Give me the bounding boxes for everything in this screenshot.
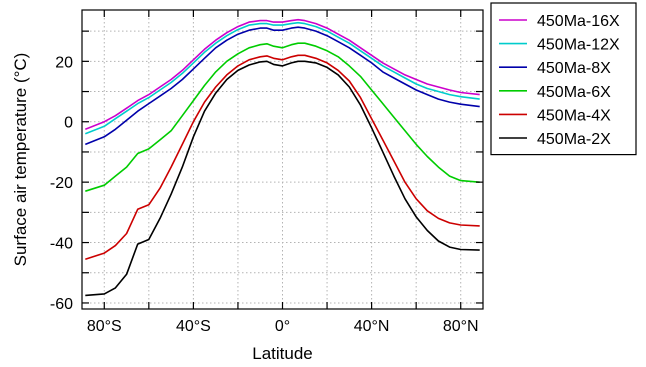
series-line-450ma-6x bbox=[85, 42, 480, 192]
x-tick-label: 80°N bbox=[443, 318, 479, 335]
grid-lines bbox=[82, 10, 483, 309]
legend-label: 450Ma-16X bbox=[537, 13, 620, 30]
series-line-450ma-16x bbox=[85, 18, 480, 131]
x-tick-label: 80°S bbox=[87, 318, 122, 335]
series-lines bbox=[85, 18, 480, 297]
y-tick-label: -20 bbox=[50, 175, 73, 192]
x-tick-label: 40°S bbox=[176, 318, 211, 335]
series-line-450ma-8x bbox=[85, 26, 480, 146]
y-axis-title: Surface air temperature (°C) bbox=[11, 53, 30, 267]
legend-label: 450Ma-2X bbox=[537, 131, 611, 148]
legend: 450Ma-16X 450Ma-12X 450Ma-8X 450Ma-6X 450Ma-… bbox=[490, 2, 637, 156]
legend-label: 450Ma-4X bbox=[537, 107, 611, 124]
y-tick-label: 20 bbox=[55, 54, 73, 71]
legend-label: 450Ma-8X bbox=[537, 60, 611, 77]
series-line-450ma-4x bbox=[85, 54, 480, 260]
series-line-450ma-2x bbox=[85, 60, 480, 297]
y-tick-label: -40 bbox=[50, 236, 73, 253]
y-tick-label: -60 bbox=[50, 296, 73, 313]
x-tick-label: 40°N bbox=[354, 318, 390, 335]
axis-ticks bbox=[82, 10, 483, 309]
y-tick-label: 0 bbox=[64, 115, 73, 132]
legend-box bbox=[490, 2, 637, 156]
series-line-450ma-12x bbox=[85, 21, 480, 135]
x-axis-title: Latitude bbox=[252, 344, 313, 363]
legend-label: 450Ma-6X bbox=[537, 84, 611, 101]
axis-tick-labels: 80°S 40°S 0° 40°N 80°N 20 0 -20 -40 -60 bbox=[50, 54, 479, 335]
x-tick-label: 0° bbox=[275, 318, 290, 335]
legend-label: 450Ma-12X bbox=[537, 37, 620, 54]
